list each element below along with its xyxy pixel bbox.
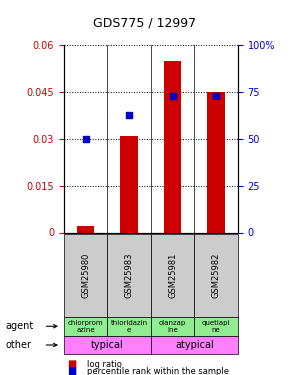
Point — [170, 93, 175, 99]
Text: atypical: atypical — [175, 340, 214, 350]
Bar — [207, 92, 225, 232]
Text: log ratio: log ratio — [87, 360, 122, 369]
Text: GDS775 / 12997: GDS775 / 12997 — [93, 17, 197, 30]
Text: percentile rank within the sample: percentile rank within the sample — [87, 367, 229, 375]
Text: GSM25982: GSM25982 — [211, 253, 221, 298]
Text: GSM25980: GSM25980 — [81, 253, 90, 298]
Text: GSM25981: GSM25981 — [168, 253, 177, 298]
Text: quetiapi
ne: quetiapi ne — [202, 320, 230, 333]
Text: ■: ■ — [67, 360, 76, 369]
Text: agent: agent — [6, 321, 34, 331]
Point — [83, 136, 88, 142]
Text: typical: typical — [91, 340, 124, 350]
Text: other: other — [6, 340, 32, 350]
Text: GSM25983: GSM25983 — [124, 253, 134, 298]
Bar — [164, 61, 181, 232]
Text: thioridazin
e: thioridazin e — [110, 320, 148, 333]
Point — [214, 93, 218, 99]
Point — [127, 112, 131, 118]
Text: chlorprom
azine: chlorprom azine — [68, 320, 103, 333]
Text: olanzap
ine: olanzap ine — [159, 320, 186, 333]
Text: ■: ■ — [67, 366, 76, 375]
Bar — [120, 136, 138, 232]
Bar — [77, 226, 94, 232]
